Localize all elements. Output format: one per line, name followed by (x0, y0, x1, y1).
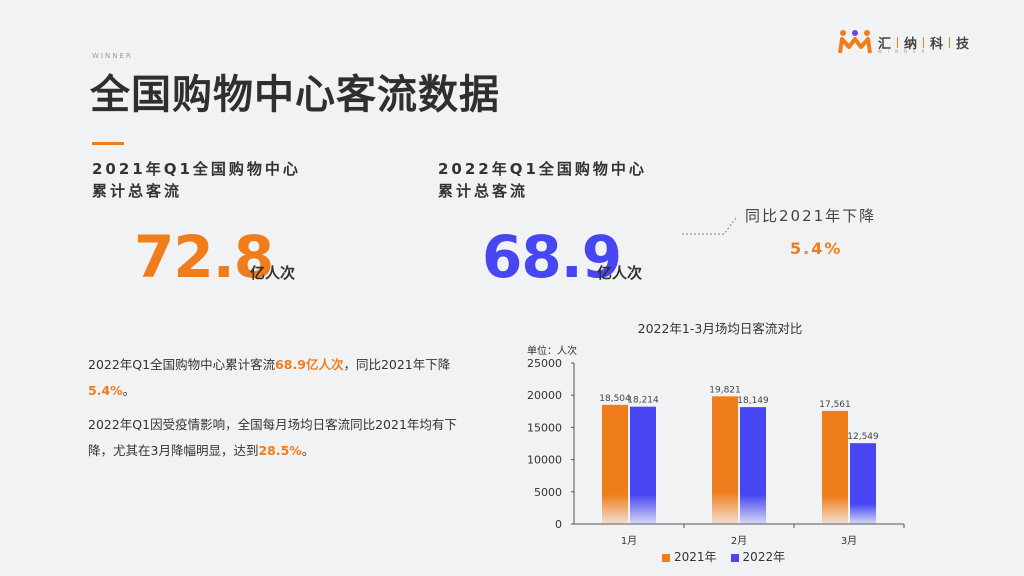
brand-separator (949, 36, 951, 48)
chart-legend: 2021年 2022年 (662, 548, 785, 565)
stat-2022-unit: 亿人次 (597, 264, 643, 282)
bar-2021年-3月 (822, 410, 848, 524)
y-tick-label: 20000 (527, 389, 562, 402)
p2-text-a: 2022年Q1因受疫情影响，全国每月场均日客流同比2021年均有下降，尤其在3月… (88, 417, 457, 458)
brand-name: 汇 纳 科 技 (878, 33, 969, 52)
y-tick-label: 5000 (534, 486, 562, 499)
y-tick-label: 0 (555, 518, 562, 531)
data-label: 18,149 (737, 396, 769, 406)
summary-paragraph-2: 2022年Q1因受疫情影响，全国每月场均日客流同比2021年均有下降，尤其在3月… (88, 412, 468, 464)
brand-separator (897, 36, 899, 48)
dotted-connector-icon (682, 217, 737, 235)
page-kicker: WINNER (92, 52, 133, 60)
brand-char: 纳 (904, 36, 918, 52)
stat-2022-heading-line1: 2022年Q1全国购物中心 (438, 160, 647, 178)
stat-2021-heading-line1: 2021年Q1全国购物中心 (92, 160, 301, 178)
p1-highlight-value: 68.9亿人次 (275, 357, 344, 372)
x-tick-label: 3月 (841, 535, 857, 547)
p2-text-b: 。 (301, 443, 315, 458)
chart-title: 2022年1-3月场均日客流对比 (637, 321, 803, 336)
p1-text-b: ，同比2021年下降 (343, 357, 451, 372)
legend-swatch-2022 (730, 553, 739, 562)
brand-logo-group: 汇 纳 科 技 WINNER (838, 28, 969, 56)
data-label: 12,549 (847, 432, 879, 442)
brand-logo-icon (838, 30, 872, 54)
p2-highlight-percent: 28.5% (258, 443, 302, 458)
brand-char: 技 (956, 36, 970, 52)
stat-2022-heading: 2022年Q1全国购物中心 累计总客流 (438, 158, 647, 202)
brand-char: 科 (930, 36, 944, 52)
brand-subtitle: WINNER (878, 49, 931, 54)
stat-2021-value: 72.8 (134, 223, 274, 291)
data-label: 18,214 (627, 396, 659, 406)
legend-item-2021: 2021年 (662, 548, 717, 565)
comparison-value: 5.4% (790, 239, 843, 258)
bar-2021年-2月 (712, 396, 738, 524)
p1-text-a: 2022年Q1全国购物中心累计客流 (88, 357, 276, 372)
legend-swatch-2021 (662, 553, 670, 562)
y-tick-label: 25000 (527, 357, 562, 370)
bar-2022年-3月 (850, 443, 876, 524)
p1-highlight-percent: 5.4% (88, 383, 123, 398)
stat-2021-heading: 2021年Q1全国购物中心 累计总客流 (92, 158, 301, 202)
bar-2022年-2月 (740, 407, 766, 524)
brand-separator (923, 36, 925, 48)
legend-label-2021: 2021年 (674, 550, 717, 564)
x-tick-label: 1月 (621, 535, 637, 547)
data-label: 18,504 (599, 394, 631, 404)
y-tick-label: 10000 (527, 454, 562, 467)
legend-item-2022: 2022年 (730, 548, 786, 565)
title-accent-line (92, 142, 124, 145)
summary-paragraph-1: 2022年Q1全国购物中心累计客流68.9亿人次，同比2021年下降 5.4%。 (88, 352, 468, 404)
data-label: 17,561 (819, 400, 851, 410)
stat-2021-unit: 亿人次 (250, 264, 296, 282)
legend-label-2022: 2022年 (742, 550, 786, 564)
p1-text-c: 。 (122, 383, 136, 398)
bar-2021年-1月 (602, 404, 628, 524)
bar-2022年-1月 (630, 406, 656, 524)
y-tick-label: 15000 (527, 421, 562, 434)
x-tick-label: 2月 (731, 535, 747, 547)
stat-2022-heading-line2: 累计总客流 (438, 182, 529, 200)
stat-2022-value: 68.9 (482, 223, 622, 291)
page-title: 全国购物中心客流数据 (90, 72, 500, 118)
comparison-label: 同比2021年下降 (745, 207, 877, 225)
data-label: 19,821 (709, 385, 741, 395)
chart-y-unit: 单位：人次 (527, 346, 577, 357)
brand-char: 汇 (878, 36, 892, 52)
stat-2021-heading-line2: 累计总客流 (92, 182, 183, 200)
